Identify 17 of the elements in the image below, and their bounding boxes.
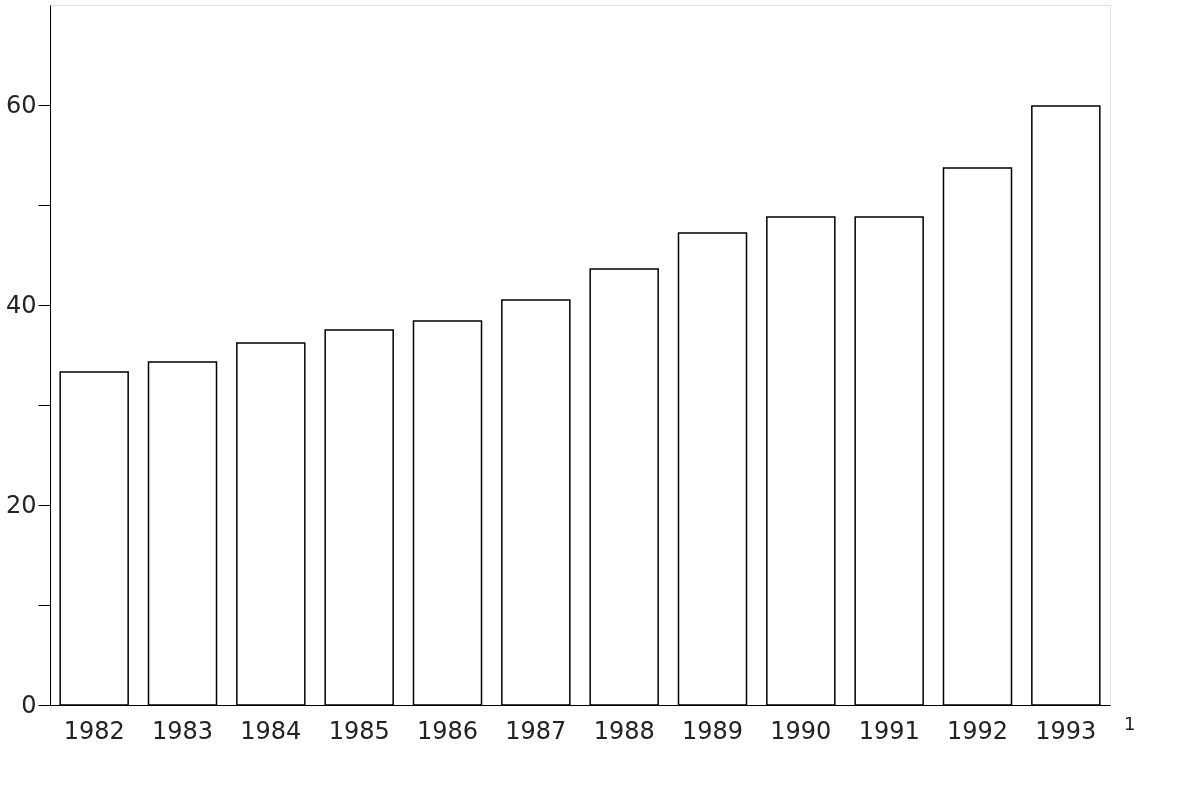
y-tick-label: 60 xyxy=(5,90,37,119)
x-tick-label: 1989 xyxy=(681,716,744,745)
y-tick-label: 40 xyxy=(5,290,37,319)
x-tick-label: 1985 xyxy=(328,716,390,745)
x-tick-label: 1982 xyxy=(63,716,125,745)
text: 1 xyxy=(1124,713,1136,734)
x-tick-label: 1990 xyxy=(770,716,832,745)
x-tick-label: 1984 xyxy=(240,716,302,745)
x-tick-label: 1983 xyxy=(151,716,214,745)
y-tick-label: 0 xyxy=(21,690,37,719)
x-tick-label: 1991 xyxy=(858,716,920,745)
x-tick-label: 1992 xyxy=(946,716,1009,745)
x-tick-label: 1993 xyxy=(1035,716,1097,745)
x-tick-label: 1988 xyxy=(593,716,655,745)
x-tick-label: 1987 xyxy=(505,716,567,745)
y-tick-label: 20 xyxy=(5,490,37,519)
x-tick-label: 1986 xyxy=(416,716,479,745)
